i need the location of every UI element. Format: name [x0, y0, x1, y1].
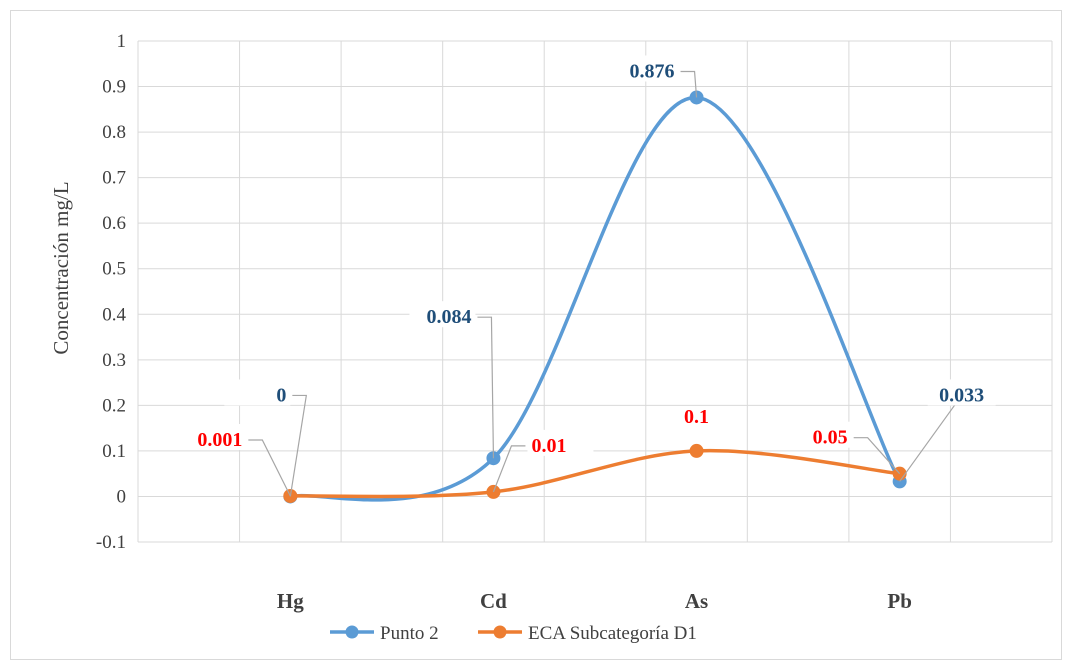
y-tick-label: 0.5 [102, 259, 126, 280]
x-tick-label: Pb [887, 589, 912, 613]
data-label: 0.05 [813, 427, 848, 449]
data-label: 0.084 [426, 306, 471, 328]
chart-frame [10, 10, 1062, 660]
data-point [689, 443, 704, 458]
y-tick-label: 0.4 [102, 304, 126, 325]
label-background [180, 423, 247, 450]
data-label: 0.001 [197, 429, 242, 451]
label-background [409, 301, 476, 328]
legend: Punto 2 ECA Subcategoría D1 [330, 623, 697, 644]
x-tick-label: Hg [277, 589, 304, 613]
series-line [288, 448, 902, 499]
leader-line [680, 70, 698, 98]
leader-line [289, 394, 308, 497]
y-tick-label: 0.2 [102, 395, 126, 416]
leader-line [248, 439, 291, 497]
y-tick-label: 1 [117, 31, 127, 52]
legend-marker [345, 625, 359, 639]
legend-label: Punto 2 [380, 623, 439, 644]
y-tick-label: 0.9 [102, 77, 126, 98]
y-tick-label: 0 [117, 486, 127, 507]
label-background [785, 421, 852, 448]
y-axis-title: Concentración mg/L [49, 181, 73, 354]
x-tick-label: Cd [480, 589, 507, 613]
label-background [527, 429, 594, 456]
gridlines [137, 40, 1053, 543]
data-label: 0.033 [939, 384, 984, 406]
leader-line [899, 395, 963, 482]
legend-marker [493, 625, 507, 639]
label-background [612, 55, 679, 82]
label-background [927, 379, 996, 406]
leader-line [853, 437, 901, 475]
leader-line [492, 445, 526, 493]
y-tick-label: 0.8 [102, 122, 126, 143]
y-tick-label: -0.1 [96, 532, 126, 553]
y-tick-label: 0.7 [102, 168, 126, 189]
label-background [224, 379, 291, 406]
y-tick-label: 0.1 [102, 441, 126, 462]
x-tick-label: As [685, 589, 708, 613]
leader-line [477, 316, 495, 459]
data-label: 0.876 [630, 60, 675, 82]
axes: -0.1 0 0.1 0.2 0.3 0.4 0.5 0.6 0.7 0.8 0.9 1 Hg Cd As P… [96, 31, 912, 613]
data-label: 0.1 [684, 406, 709, 428]
data-label: 0.01 [531, 435, 566, 457]
y-tick-label: 0.3 [102, 350, 126, 371]
legend-label: ECA Subcategoría D1 [528, 623, 697, 644]
data-labels: 0 0.084 0.876 0.033 0.001 0.01 0.1 0.05 [180, 55, 996, 497]
y-tick-label: 0.6 [102, 213, 126, 234]
data-label: 0 [276, 384, 286, 406]
